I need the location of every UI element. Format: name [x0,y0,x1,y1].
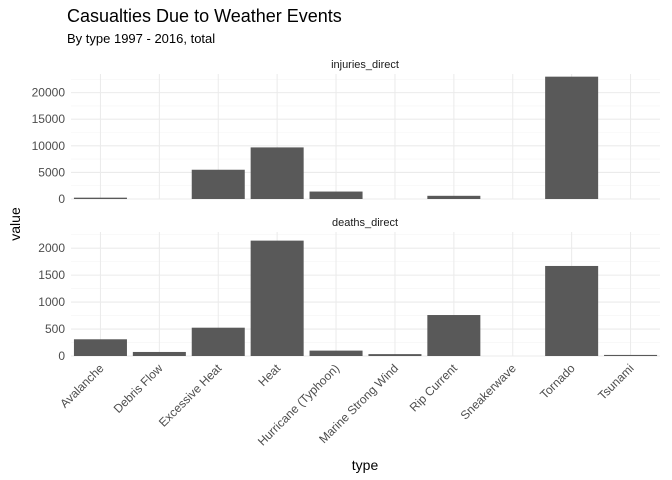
facet-deaths: deaths_direct 0 500 1000 1500 2000 [38,217,660,363]
x-tick-label: Heat [255,361,283,389]
x-tick-label: Tornado [537,361,578,402]
y-tick-label: 15000 [32,112,66,126]
x-axis-title: type [352,457,379,473]
bar-injuries_direct-2 [191,169,245,199]
bar-deaths_direct-3 [250,240,304,356]
y-tick-label: 5000 [38,165,65,179]
y-tick-label: 1000 [38,295,65,309]
x-tick-label: Rip Current [407,361,461,415]
bar-deaths_direct-8 [545,265,599,356]
x-tick-label: Debris Flow [111,361,166,416]
bar-deaths_direct-6 [427,315,481,356]
facet-label-deaths: deaths_direct [332,217,398,229]
y-tick-label: 0 [58,349,65,363]
facet-injuries: injuries_direct 0 5000 10000 15000 20000 [32,59,660,206]
bar-injuries_direct-0 [73,197,127,199]
chart-subtitle: By type 1997 - 2016, total [67,31,215,46]
y-tick-label: 1500 [38,268,65,282]
y-tick-label: 2000 [38,241,65,255]
y-tick-label: 20000 [32,86,66,100]
bar-injuries_direct-6 [427,195,481,199]
chart-title: Casualties Due to Weather Events [67,6,342,26]
x-tick-label: Avalanche [57,361,107,411]
x-tick-label: Excessive Heat [156,361,225,430]
bar-injuries_direct-4 [309,191,363,199]
facet-label-injuries: injuries_direct [331,59,399,71]
x-tick-label: Sneakerwave [458,361,520,423]
y-tick-label: 500 [45,322,65,336]
bar-deaths_direct-2 [191,327,245,356]
y-tick-label: 10000 [32,139,66,153]
bar-injuries_direct-3 [250,147,304,199]
x-tick-label: Tsunami [595,361,636,402]
bar-deaths_direct-4 [309,350,363,356]
y-axis-title: value [7,207,23,241]
bar-deaths_direct-1 [132,351,186,356]
y-tick-label: 0 [58,192,65,206]
bar-injuries_direct-8 [545,76,599,199]
bar-deaths_direct-0 [73,339,127,356]
bar-deaths_direct-9 [604,354,658,356]
bar-deaths_direct-5 [368,354,422,356]
